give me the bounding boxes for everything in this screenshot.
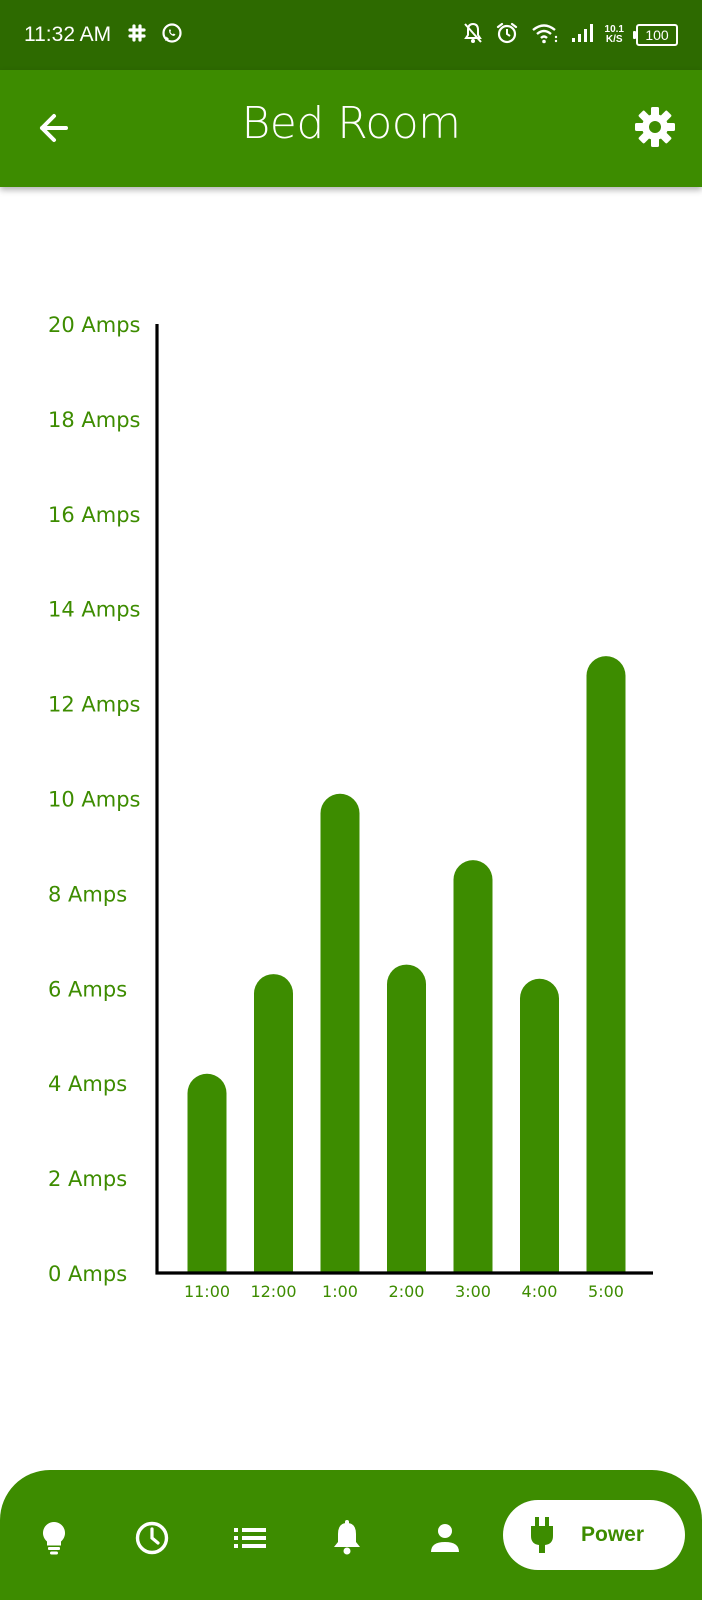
bottom-navigation: Power [0,1470,702,1600]
battery-level: 100 [645,27,669,43]
settings-button[interactable] [632,104,678,150]
signal-icon [571,23,593,47]
status-time: 11:32 AM [24,23,112,46]
network-speed: 10.1 K/S [605,25,624,45]
y-tick-label: 8 Amps [48,882,127,906]
status-bar: 11:32 AM [0,0,702,70]
y-tick-label: 12 Amps [48,693,141,717]
y-tick-label: 6 Amps [48,977,127,1001]
bar-1100 [187,1073,227,1273]
arrow-back-icon [40,114,68,142]
back-button[interactable] [34,106,78,150]
y-tick-label: 2 Amps [48,1167,127,1191]
y-tick-label: 4 Amps [48,1072,127,1096]
nav-item-profile[interactable] [427,1520,463,1556]
power-usage-chart: 0 Amps 2 Amps 4 Amps 6 Amps 8 Amps 10 Amps 12 … [48,313,653,1301]
nav-item-notifications[interactable] [329,1520,365,1556]
alarm-icon [495,21,519,49]
nav-item-list[interactable] [232,1520,268,1556]
nav-item-schedule[interactable] [134,1520,170,1556]
x-tick-label: 2:00 [389,1282,425,1301]
y-tick-label: 16 Amps [48,503,141,527]
bar-300 [453,860,493,1273]
network-speed-unit: K/S [605,34,623,45]
nav-item-lights[interactable] [36,1520,72,1556]
y-tick-label: 0 Amps [48,1262,127,1286]
slack-icon [127,23,147,47]
x-tick-label: 5:00 [588,1282,624,1301]
bar-500 [586,656,626,1273]
x-tick-label: 12:00 [250,1282,296,1301]
x-tick-label: 4:00 [522,1282,558,1301]
bell-icon [334,1520,360,1555]
page-title: Bed Room [241,98,461,149]
wifi-icon [531,22,559,48]
list-icon [234,1528,266,1548]
lightbulb-icon [42,1522,66,1555]
battery-indicator: 100 [633,24,678,46]
x-tick-label: 11:00 [184,1282,230,1301]
bar-1200 [254,974,293,1273]
bar-200 [387,964,426,1273]
y-tick-label: 18 Amps [48,408,141,432]
network-speed-value: 10.1 [604,24,624,35]
gear-icon [635,107,675,147]
x-tick-label: 3:00 [455,1282,491,1301]
notifications-off-icon [463,22,483,48]
app-bar: Bed Room [0,70,702,187]
y-tick-label: 14 Amps [48,598,141,622]
nav-item-power[interactable]: Power [503,1500,685,1570]
clock-icon [135,1521,169,1555]
whatsapp-icon [161,22,183,48]
y-tick-label: 20 Amps [48,313,141,337]
nav-power-label: Power [581,1523,645,1546]
plug-icon [531,1517,553,1553]
bar-100 [320,793,360,1273]
x-tick-label: 1:00 [322,1282,358,1301]
y-tick-label: 10 Amps [48,788,141,812]
person-icon [431,1524,459,1552]
bar-400 [520,978,559,1273]
